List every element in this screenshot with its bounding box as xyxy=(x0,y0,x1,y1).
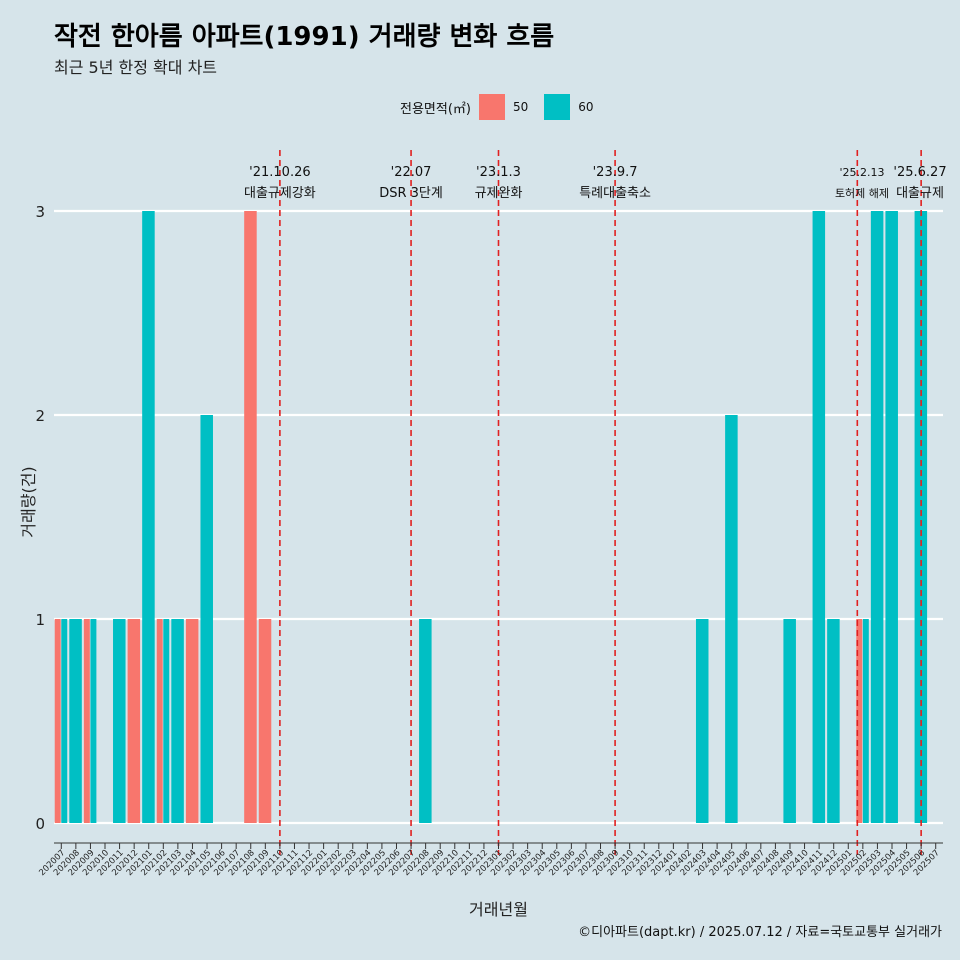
bar-60 xyxy=(812,211,826,823)
y-tick-label: 3 xyxy=(35,203,45,221)
bar-60 xyxy=(870,211,884,823)
bar-60 xyxy=(827,619,840,823)
bar-60 xyxy=(419,619,432,823)
event-label: 대출규제강화 xyxy=(244,186,316,201)
bar-60 xyxy=(783,619,796,823)
event-label: 특례대출축소 xyxy=(579,186,651,201)
event-date-label: '25.6.27 xyxy=(893,165,946,180)
chart-subtitle: 최근 5년 한정 확대 차트 xyxy=(54,58,218,77)
bar-60 xyxy=(163,619,170,823)
y-tick-label: 0 xyxy=(35,815,45,833)
bar-50 xyxy=(244,211,257,823)
bar-60 xyxy=(69,619,82,823)
legend-title: 전용면적(㎡) xyxy=(400,101,471,117)
bar-60 xyxy=(113,619,126,823)
event-date-label: '21.10.26 xyxy=(249,165,310,180)
bar-60 xyxy=(862,619,869,823)
bar-60 xyxy=(885,211,898,823)
event-date-label: '23.1.3 xyxy=(476,165,521,180)
bar-50 xyxy=(258,619,272,823)
legend-label-50: 50 xyxy=(512,100,529,114)
bar-60 xyxy=(725,415,738,823)
source-caption: ©디아파트(dapt.kr) / 2025.07.12 / 자료=국토교통부 실… xyxy=(578,925,942,940)
bar-60 xyxy=(61,619,68,823)
event-label: 규제완화 xyxy=(475,186,523,201)
bar-50 xyxy=(54,619,61,823)
x-axis-title: 거래년월 xyxy=(469,900,528,919)
bar-60 xyxy=(695,619,709,823)
legend: 전용면적(㎡) 50 60 xyxy=(400,92,610,122)
y-tick-label: 2 xyxy=(35,407,45,425)
legend-swatch-50 xyxy=(478,94,505,120)
bar-60 xyxy=(200,415,213,823)
bar-50 xyxy=(185,619,199,823)
event-label: 토허제 해제 xyxy=(835,186,889,200)
y-tick-label: 1 xyxy=(35,611,45,629)
bar-60 xyxy=(171,619,184,823)
event-date-label: '22.07 xyxy=(391,165,432,180)
legend-label-60: 60 xyxy=(578,100,594,114)
bar-50 xyxy=(127,619,141,823)
legend-swatch-60 xyxy=(544,94,571,120)
event-label: 대출규제 xyxy=(896,186,944,201)
bar-60 xyxy=(142,211,155,823)
event-date-label: '23.9.7 xyxy=(593,165,638,180)
event-date-label: '25.2.13 xyxy=(839,166,884,179)
bar-60 xyxy=(90,619,97,823)
event-label: DSR 3단계 xyxy=(379,186,443,201)
chart-title: 작전 한아름 아파트(1991) 거래량 변화 흐름 xyxy=(54,22,555,52)
bar-50 xyxy=(83,619,90,823)
bar-50 xyxy=(156,619,163,823)
bar-50 xyxy=(856,619,863,823)
bar-60 xyxy=(914,211,928,823)
y-axis-title: 거래량(건) xyxy=(19,466,38,537)
